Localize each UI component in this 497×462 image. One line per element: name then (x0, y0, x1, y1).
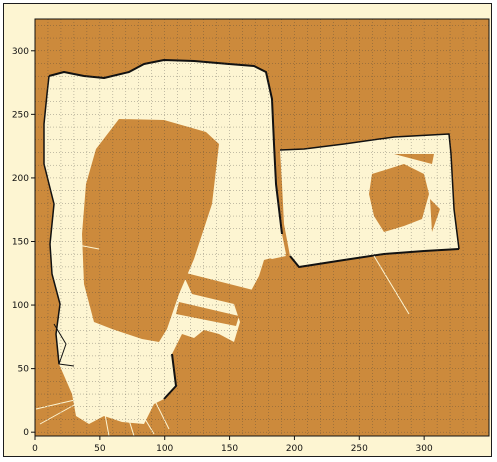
y-tick-label: 200 (12, 174, 29, 184)
x-tick-label: 50 (94, 444, 106, 454)
free-space-right-room (280, 134, 459, 267)
y-tick-label: 100 (12, 301, 29, 311)
obstacle-lower-strip (176, 302, 239, 326)
free-space-corridor (199, 214, 286, 259)
y-tick-label: 250 (12, 110, 29, 120)
occupancy-grid-map: 0 50 100 150 200 250 300 0 50 100 150 200 250 300 (12, 18, 490, 454)
x-tick-label: 0 (32, 444, 38, 454)
x-tick-label: 100 (156, 444, 173, 454)
obstacle-lower-wedge (182, 272, 269, 322)
obstacle-right-wedge (394, 154, 434, 164)
y-tick-label: 0 (23, 428, 29, 438)
obstacle-right-sliver (430, 199, 440, 232)
y-tick-label: 300 (12, 47, 29, 57)
obstacle-right-room (369, 164, 429, 232)
wall-lines (43, 59, 460, 400)
x-axis: 0 50 100 150 200 250 300 (32, 436, 433, 454)
x-tick-label: 150 (221, 444, 238, 454)
plot-border (34, 18, 490, 437)
grid-lines (35, 19, 489, 436)
x-tick-label: 300 (416, 444, 433, 454)
obstacle-left-room (82, 119, 219, 342)
map-frame: 0 50 100 150 200 250 300 0 50 100 150 200 250 300 (3, 3, 492, 457)
x-tick-label: 250 (351, 444, 368, 454)
y-tick-label: 50 (18, 365, 30, 375)
y-tick-label: 150 (12, 237, 29, 247)
x-tick-label: 200 (286, 444, 303, 454)
y-axis: 0 50 100 150 200 250 300 (12, 47, 35, 438)
